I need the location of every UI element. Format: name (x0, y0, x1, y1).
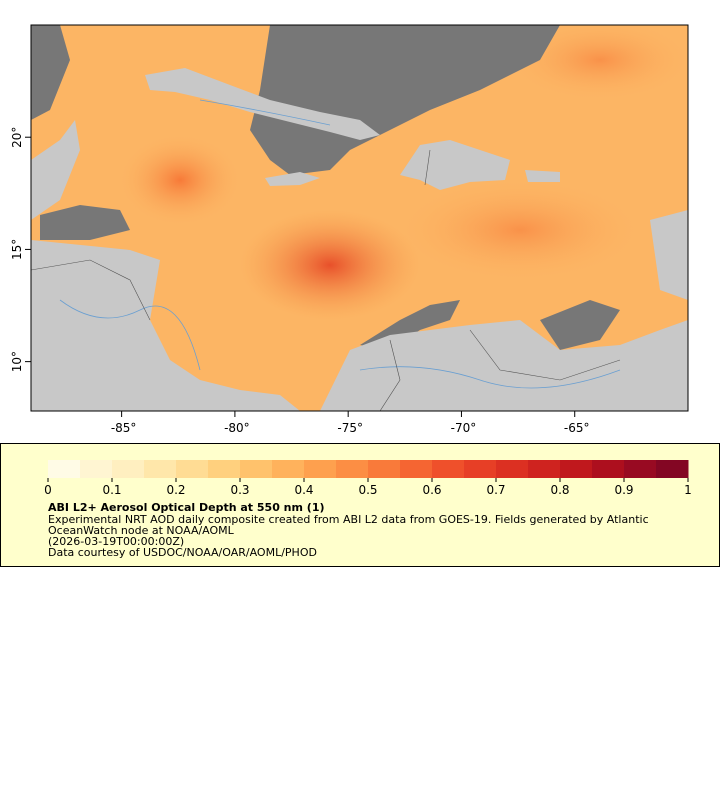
colorbar-tick-label: 0.2 (166, 483, 185, 497)
colorbar-swatch (240, 460, 273, 478)
y-tick-label: 15° (10, 239, 24, 260)
colorbar-tick-label: 0.9 (614, 483, 633, 497)
legend-line: OceanWatch node at NOAA/AOML (48, 524, 235, 537)
colorbar-swatch (144, 460, 177, 478)
y-tick-label: 20° (10, 127, 24, 148)
colorbar-swatch (400, 460, 433, 478)
colorbar-tick-label: 0 (44, 483, 52, 497)
colorbar-swatch (432, 460, 465, 478)
colorbar-swatch (624, 460, 657, 478)
legend-line: Experimental NRT AOD daily composite cre… (48, 513, 649, 526)
colorbar-swatch (208, 460, 241, 478)
colorbar-tick-label: 0.8 (550, 483, 569, 497)
legend-line: Data courtesy of USDOC/NOAA/OAR/AOML/PHO… (48, 546, 317, 559)
colorbar-tick-label: 0.1 (102, 483, 121, 497)
y-tick-label: 10° (10, 351, 24, 372)
colorbar-tick-label: 1 (684, 483, 692, 497)
colorbar-swatch (80, 460, 113, 478)
colorbar-swatch (176, 460, 209, 478)
colorbar-swatch (272, 460, 305, 478)
colorbar-swatch (464, 460, 497, 478)
x-tick-label: -85° (111, 421, 137, 435)
colorbar-tick-label: 0.3 (230, 483, 249, 497)
colorbar-tick-label: 0.5 (358, 483, 377, 497)
colorbar-tick-label: 0.4 (294, 483, 313, 497)
legend-title: ABI L2+ Aerosol Optical Depth at 550 nm … (48, 501, 325, 514)
axes: -85° -80° -75° -70° -65° 10° 15° 20° (10, 127, 590, 435)
colorbar: 0 0.1 0.2 0.3 0.4 0.5 0.6 0.7 0.8 0.9 1 (44, 460, 692, 497)
colorbar-swatch (336, 460, 369, 478)
colorbar-swatch (368, 460, 401, 478)
map-frame (30, 24, 689, 412)
colorbar-swatch (48, 460, 81, 478)
colorbar-swatch (496, 460, 529, 478)
x-tick-label: -75° (337, 421, 363, 435)
colorbar-swatch (112, 460, 145, 478)
colorbar-swatch (528, 460, 561, 478)
colorbar-swatch (592, 460, 625, 478)
legend-line: (2026-03-19T00:00:00Z) (48, 535, 184, 548)
colorbar-swatch (656, 460, 689, 478)
x-tick-label: -65° (564, 421, 590, 435)
colorbar-swatch (304, 460, 337, 478)
colorbar-tick-label: 0.7 (486, 483, 505, 497)
colorbar-tick-label: 0.6 (422, 483, 441, 497)
x-tick-label: -80° (224, 421, 250, 435)
colorbar-swatch (560, 460, 593, 478)
x-tick-label: -70° (451, 421, 477, 435)
map-image (31, 25, 688, 411)
